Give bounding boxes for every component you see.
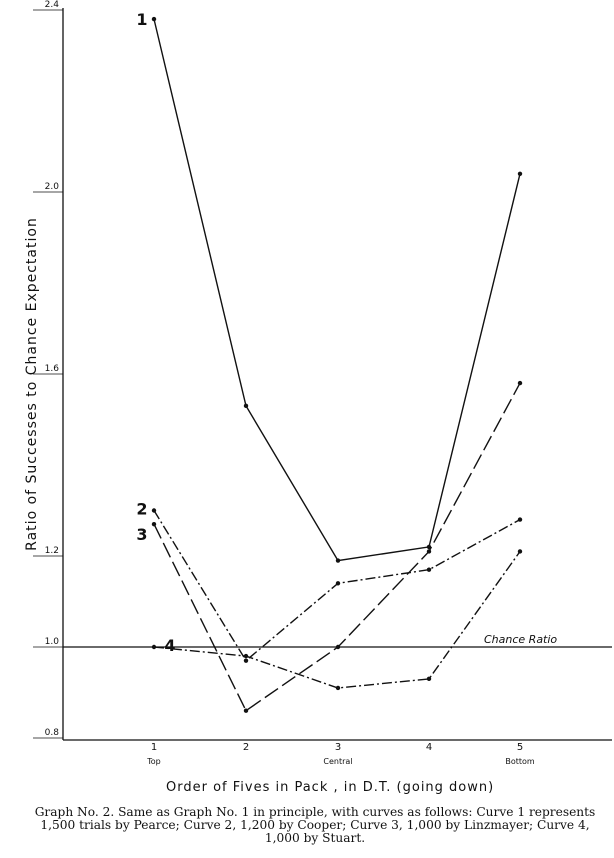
data-point [243,653,249,659]
tick-labels: 0.8 1.0 1.2 1.6 2.0 2.4 1 Top 2 3 Central 4 5 Bottom [33,0,535,766]
series-line-1 [153,18,521,562]
series-labels: 1 2 3 4 [136,10,175,655]
data-point [517,380,523,386]
y-tick-label: 2.4 [45,0,60,10]
series-label: 3 [136,525,147,544]
axes [62,8,612,741]
data-point [151,508,157,513]
x-tick-label: 3 [335,742,341,753]
data-point [335,558,341,563]
x-sub-label: Bottom [505,757,535,766]
x-tick-label: 2 [243,742,249,753]
data-point [517,549,523,554]
series-line-2 [153,510,521,662]
data-point [517,517,523,522]
data-point [243,708,249,713]
data-point [151,16,157,22]
x-tick-label: 1 [151,742,157,753]
series-label: 1 [136,10,147,29]
figure-caption: Graph No. 2. Same as Graph No. 1 in prin… [34,805,596,845]
x-sub-label: Top [146,757,161,766]
x-tick-label: 5 [517,742,523,753]
data-point [151,644,157,650]
series-label: 2 [136,500,147,519]
data-point [335,644,341,650]
data-point [426,676,432,682]
y-axis-label: Ratio of Successes to Chance Expectation [24,217,40,551]
y-tick-label: 1.0 [45,637,60,647]
data-point [335,581,341,586]
series-label: 4 [164,636,175,655]
series-line-4 [153,551,521,689]
y-tick-label: 1.6 [45,364,60,374]
data-point [243,403,249,409]
data-point [243,658,249,663]
series-line-3 [153,382,521,712]
data-point [426,567,432,572]
chart: Chance Ratio 0.8 1.0 1.2 1.6 2.0 2.4 1 Top 2 3 Cen… [24,0,612,795]
y-tick-label: 2.0 [45,182,60,192]
data-point [426,549,432,554]
data-point [151,521,157,527]
chance-ratio-label: Chance Ratio [484,633,557,646]
x-sub-label: Central [323,757,352,766]
data-point [335,685,341,691]
series-lines [151,16,523,713]
x-axis-label: Order of Fives in Pack , in D.T. (going … [166,780,494,795]
y-tick-label: 1.2 [45,546,59,556]
x-tick-label: 4 [426,742,432,753]
data-point [517,171,523,176]
y-tick-label: 0.8 [45,728,60,738]
